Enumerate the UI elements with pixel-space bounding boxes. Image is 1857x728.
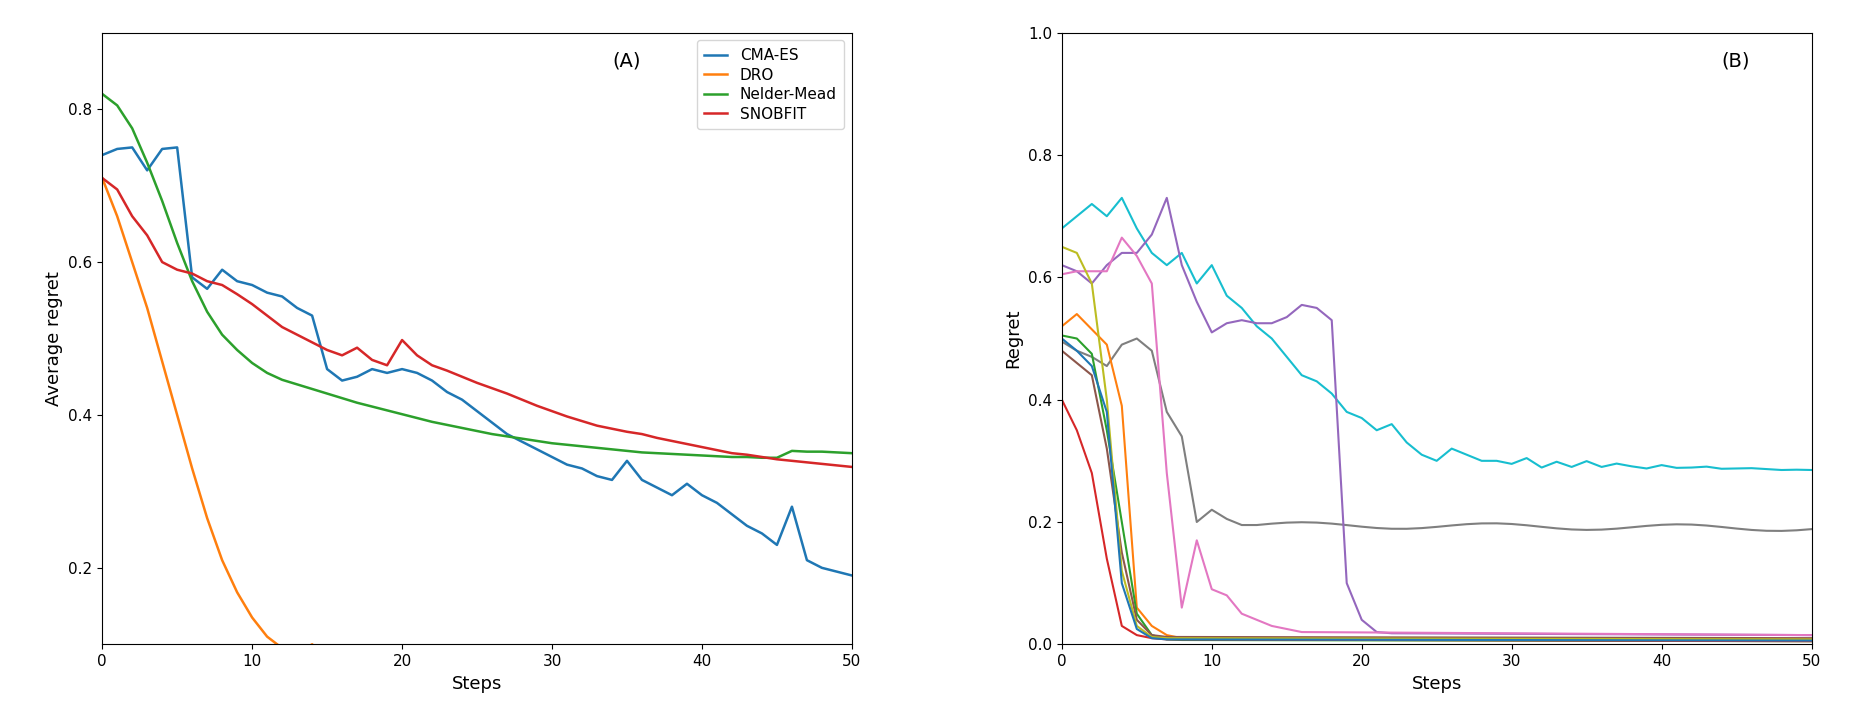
DRO [585, 681, 607, 690]
CMA-ES [331, 376, 353, 385]
SNOBFIT [256, 311, 279, 320]
Line: Nelder-Mead: Nelder-Mead [102, 94, 852, 458]
CMA-ES [91, 151, 113, 159]
CMA-ES [646, 483, 669, 492]
DRO [256, 632, 279, 641]
Nelder-Mead [91, 90, 113, 98]
Y-axis label: Average regret: Average regret [45, 271, 63, 406]
Nelder-Mead [750, 454, 773, 462]
CMA-ES [121, 143, 143, 152]
DRO [765, 684, 787, 693]
Line: SNOBFIT: SNOBFIT [102, 178, 852, 467]
DRO [841, 684, 864, 693]
X-axis label: Steps: Steps [451, 675, 501, 692]
CMA-ES [271, 292, 293, 301]
Y-axis label: Regret: Regret [1005, 309, 1021, 368]
SNOBFIT [91, 174, 113, 183]
Nelder-Mead [585, 443, 607, 452]
CMA-ES [825, 567, 847, 576]
Line: CMA-ES: CMA-ES [102, 147, 852, 575]
Legend: CMA-ES, DRO, Nelder-Mead, SNOBFIT: CMA-ES, DRO, Nelder-Mead, SNOBFIT [696, 40, 843, 130]
SNOBFIT [331, 351, 353, 360]
Nelder-Mead [331, 394, 353, 403]
Nelder-Mead [631, 448, 654, 456]
SNOBFIT [631, 430, 654, 438]
DRO [825, 684, 847, 693]
X-axis label: Steps: Steps [1411, 675, 1461, 692]
CMA-ES [345, 372, 368, 381]
SNOBFIT [825, 461, 847, 470]
Nelder-Mead [316, 389, 338, 398]
Nelder-Mead [841, 448, 864, 458]
SNOBFIT [841, 462, 864, 471]
SNOBFIT [585, 422, 607, 430]
DRO [331, 658, 353, 667]
DRO [91, 174, 113, 183]
CMA-ES [600, 475, 622, 484]
DRO [316, 654, 338, 662]
Text: (B): (B) [1721, 51, 1749, 70]
DRO [631, 682, 654, 691]
CMA-ES [841, 571, 864, 579]
Text: (A): (A) [611, 51, 641, 70]
Line: DRO: DRO [102, 178, 852, 689]
SNOBFIT [316, 346, 338, 355]
Nelder-Mead [256, 368, 279, 377]
Nelder-Mead [825, 448, 847, 456]
